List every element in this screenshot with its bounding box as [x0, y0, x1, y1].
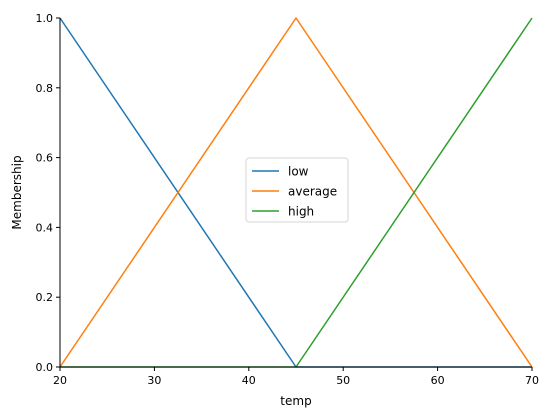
legend: low average high [245, 157, 349, 223]
series-line-average [59, 17, 533, 368]
legend-label-average: average [288, 185, 337, 199]
y-tick-label: 0.0 [36, 361, 54, 374]
y-ticks: 0.0 0.2 0.4 0.6 0.8 1.0 [36, 12, 60, 374]
axes-layer [59, 18, 532, 368]
x-tick-label: 50 [336, 374, 350, 387]
legend-label-low: low [288, 165, 309, 179]
y-axis-label: Membership [10, 155, 24, 229]
y-tick-label: 0.4 [36, 221, 54, 234]
x-tick-label: 30 [147, 374, 161, 387]
legend-frame [245, 157, 349, 223]
x-ticks: 20 30 40 50 60 70 [53, 367, 539, 387]
y-tick-label: 0.8 [36, 82, 54, 95]
y-tick-label: 1.0 [36, 12, 54, 25]
x-axis-label: temp [280, 394, 311, 408]
x-tick-label: 70 [525, 374, 539, 387]
y-tick-label: 0.2 [36, 291, 54, 304]
y-tick-label: 0.6 [36, 152, 54, 165]
x-tick-label: 40 [242, 374, 256, 387]
x-tick-label: 20 [53, 374, 67, 387]
x-tick-label: 60 [431, 374, 445, 387]
legend-label-high: high [288, 205, 314, 219]
